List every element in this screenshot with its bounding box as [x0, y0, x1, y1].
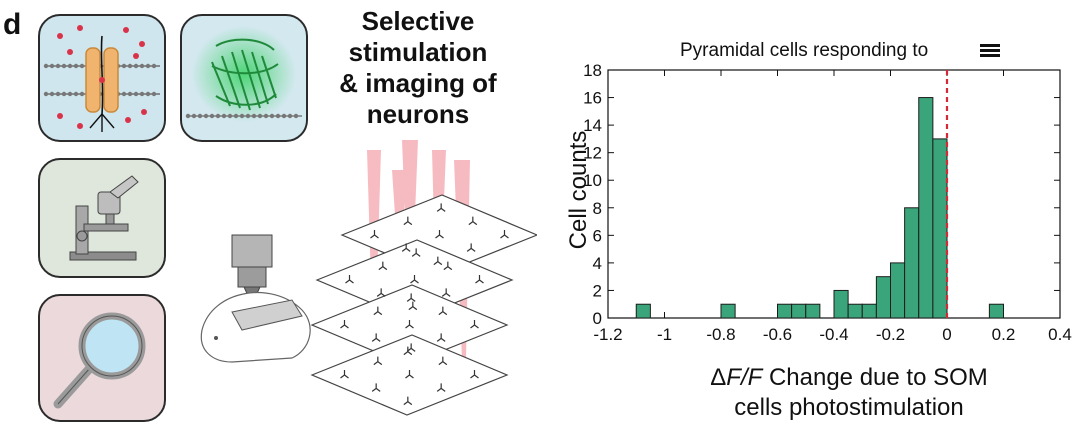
histogram-bar	[875, 276, 891, 319]
x-tick-label: 0.2	[992, 325, 1016, 344]
histogram-bar	[805, 303, 821, 319]
ion-channel-icon	[43, 25, 160, 132]
histogram-bar	[847, 303, 863, 319]
histogram-bar	[988, 303, 1004, 319]
microscope-tile	[38, 158, 166, 278]
fluorescent-protein-icon	[185, 26, 302, 122]
x-tick-label: 0.4	[1048, 325, 1072, 344]
x-tick-label: -1.2	[593, 325, 622, 344]
x-tick-label: 0	[942, 325, 951, 344]
histogram-bar	[890, 262, 906, 319]
panel-letter: d	[3, 8, 22, 41]
histogram-bar	[932, 138, 948, 319]
histogram-bar	[720, 303, 736, 319]
imaging-illustration	[200, 140, 537, 416]
histogram-bar	[833, 289, 849, 319]
x-axis-label: ΔF/F Change due to SOM	[710, 364, 988, 391]
y-tick-label: 4	[593, 254, 602, 273]
histogram-bar	[791, 303, 807, 319]
x-tick-label: -0.6	[763, 325, 792, 344]
x-axis-label-line2: cells photostimulation	[734, 394, 963, 421]
illustration-title: Selective stimulation & imaging of neuro…	[318, 6, 518, 130]
microscope-icon	[69, 175, 139, 261]
chart-title-group: Pyramidal cells responding to	[680, 40, 1000, 61]
x-tick-label: -0.8	[706, 325, 735, 344]
x-axis-label-rest: Change due to SOM	[762, 364, 987, 391]
y-tick-label: 14	[583, 116, 602, 135]
histogram-bar	[635, 303, 651, 319]
histogram-bar	[904, 207, 920, 319]
y-tick-label: 2	[593, 281, 602, 300]
y-tick-label: 8	[593, 199, 602, 218]
x-tick-label: -1	[657, 325, 672, 344]
histogram-bar	[918, 97, 934, 319]
plot-frame	[607, 69, 1061, 319]
magnifier-tile	[38, 294, 166, 422]
y-tick-label: 16	[583, 89, 602, 108]
y-tick-label: 6	[593, 226, 602, 245]
x-axis-label-italic: F/F	[726, 364, 763, 391]
stacked-bars-icon	[980, 44, 1000, 57]
y-axis-label: Cell counts	[565, 131, 592, 250]
magnifier-icon	[53, 312, 146, 409]
histogram-chart: Pyramidal cells responding to Cell count…	[565, 40, 1072, 421]
histogram-bar	[777, 303, 793, 319]
illustration-title-line: Selective	[361, 6, 475, 36]
fluorescent-protein-tile	[180, 14, 308, 142]
y-tick-label: 0	[593, 309, 602, 328]
x-tick-label: -0.2	[876, 325, 905, 344]
illustration-title-line: stimulation	[348, 37, 488, 67]
y-tick-label: 18	[583, 61, 602, 80]
x-axis-label-prefix: Δ	[710, 364, 726, 391]
y-tick-label: 10	[583, 171, 602, 190]
ion-channel-tile	[38, 14, 166, 142]
illustration-title-line: neurons	[366, 99, 470, 129]
histogram-bar	[861, 303, 877, 319]
x-tick-label: -0.4	[819, 325, 848, 344]
illustration-title-line: & imaging of	[339, 68, 497, 98]
chart-title: Pyramidal cells responding to	[680, 40, 928, 61]
y-tick-label: 12	[583, 144, 602, 163]
